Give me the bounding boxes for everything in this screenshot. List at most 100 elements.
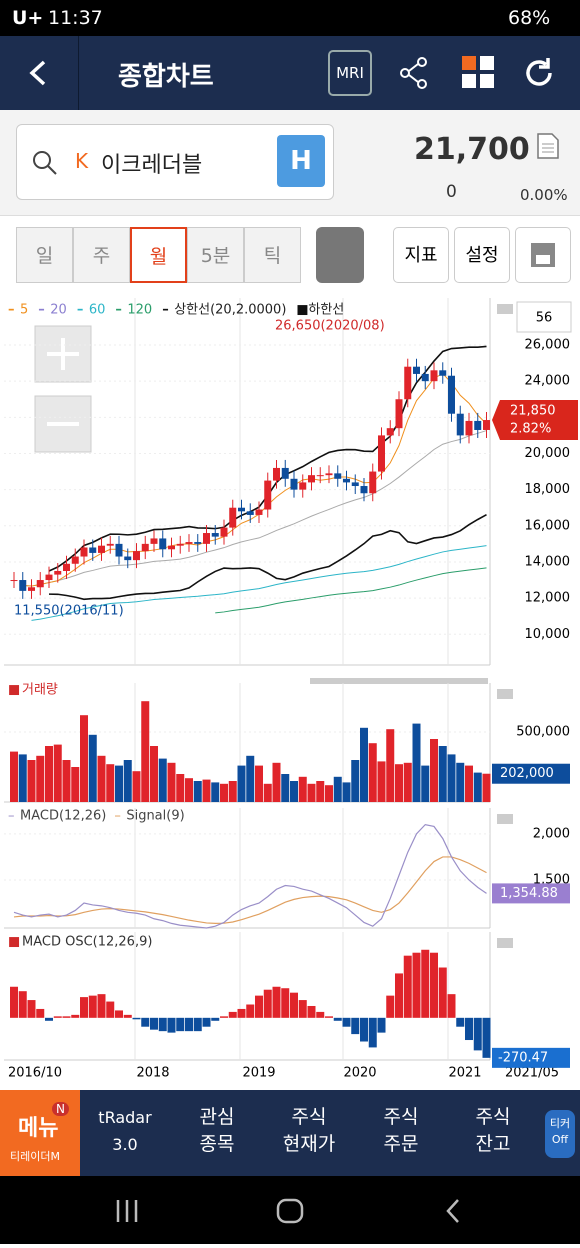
volume-bar <box>465 765 473 802</box>
count: 56 <box>536 311 553 326</box>
volume-bar <box>316 781 325 802</box>
nav-item[interactable]: 관심 종목 <box>199 1106 235 1155</box>
volume-bar <box>438 746 447 802</box>
mri-button[interactable]: MRI <box>328 50 372 96</box>
candle <box>448 375 455 414</box>
candle <box>45 574 53 581</box>
back-button[interactable] <box>24 58 54 88</box>
volume-bar <box>255 765 263 802</box>
badge[interactable]: H <box>277 135 325 187</box>
osc-bar <box>220 1016 228 1018</box>
volume-bar <box>80 715 88 802</box>
period-tab[interactable]: 월 <box>130 227 187 283</box>
volume-bar <box>290 781 298 802</box>
rate: 0.00% <box>520 186 568 204</box>
search-box[interactable]: K 이크레더블 H <box>16 124 334 200</box>
candle <box>168 545 175 550</box>
volume-bar <box>132 771 141 802</box>
osc-bar <box>290 992 298 1018</box>
candle <box>211 533 219 537</box>
candle <box>474 420 482 430</box>
x-label: 2019 <box>242 1066 275 1081</box>
osc-bar <box>158 1017 167 1032</box>
period-tab[interactable]: 틱 <box>244 227 301 283</box>
nav-item[interactable]: 주식 주문 <box>383 1106 419 1155</box>
legend-entry: 20 <box>50 303 67 318</box>
panel-title: – <box>114 809 121 824</box>
volume-bar <box>473 772 482 802</box>
volume-tag <box>492 763 570 784</box>
panel-title: ■ <box>8 683 20 698</box>
volume-bar <box>176 774 185 802</box>
candle <box>98 545 105 553</box>
candle <box>351 482 359 487</box>
tool-button[interactable]: 지표 <box>393 227 449 283</box>
ma-60 <box>31 545 487 621</box>
period-tab[interactable]: 5분 <box>187 227 244 283</box>
osc-bar <box>403 955 412 1018</box>
osc-bar <box>45 1017 53 1021</box>
candle <box>89 547 97 553</box>
chart: 56 2016/10 2018 2019 2020 2021 2021/05 10,000 1… <box>4 298 578 1081</box>
volume-bar <box>62 760 71 802</box>
volume-bar <box>263 783 272 802</box>
panel-title: 거래량 <box>22 683 58 698</box>
x-label: 2018 <box>136 1066 169 1081</box>
candle <box>28 587 35 591</box>
menu-label: 메뉴 <box>18 1116 59 1141</box>
legend-entry: 60 <box>89 303 106 318</box>
osc-bar <box>395 973 403 1018</box>
nav-item[interactable]: 주식 현재가 <box>282 1106 336 1155</box>
legend-swatch: ■ <box>296 303 308 318</box>
osc-bar <box>36 1008 45 1018</box>
nav-item[interactable]: tRadar 3.0 <box>98 1108 152 1154</box>
volume-bar <box>53 744 62 802</box>
menu-button[interactable]: 메뉴 N 티레이더M <box>0 1090 80 1176</box>
osc-bar <box>71 1014 80 1018</box>
nav-item[interactable]: 주식 잔고 <box>475 1106 511 1155</box>
y-tick-label: 26,000 <box>525 338 571 353</box>
volume-bar <box>368 743 377 802</box>
share-button[interactable] <box>398 56 430 90</box>
osc-bar <box>316 1011 325 1018</box>
legend-swatch: – <box>8 303 15 318</box>
volume-bar <box>360 727 368 802</box>
osc-bar <box>202 1017 211 1027</box>
price: 21,700 <box>414 132 530 167</box>
y-tick-label: 2,000 <box>533 826 570 841</box>
y-tick-label: 500,000 <box>516 725 570 740</box>
draw-button[interactable] <box>316 227 364 283</box>
volume-bar <box>395 764 403 802</box>
legend-swatch: – <box>162 303 169 318</box>
tool-button[interactable]: 설정 <box>454 227 510 283</box>
osc-bar <box>10 986 18 1018</box>
candle <box>63 563 70 571</box>
candle <box>220 527 228 537</box>
volume-bar <box>185 778 193 802</box>
volume-bar <box>202 779 211 802</box>
memo-icon[interactable] <box>536 132 560 160</box>
osc-bar <box>263 989 272 1018</box>
candle <box>281 467 289 479</box>
osc-bar <box>132 1017 141 1020</box>
brand: 티레이더M <box>10 1150 60 1163</box>
osc-bar <box>368 1017 377 1048</box>
save-button[interactable] <box>515 227 571 283</box>
scrollbar[interactable] <box>310 678 488 684</box>
menu-grid[interactable] <box>462 56 494 88</box>
osc-bar <box>298 1000 307 1018</box>
osc-bar <box>80 997 88 1018</box>
osc-bar <box>342 1017 351 1027</box>
ticker-toggle[interactable]: 티커 Off <box>545 1110 575 1158</box>
period-tab[interactable]: 일 <box>16 227 73 283</box>
candle <box>369 471 377 494</box>
osc-bar <box>115 1010 123 1018</box>
refresh-button[interactable] <box>522 56 556 90</box>
candle <box>71 556 79 564</box>
title: 종합차트 <box>118 62 214 92</box>
osc-bar <box>430 952 438 1018</box>
y-tick-label: 16,000 <box>525 518 571 533</box>
osc-bar <box>473 1017 482 1051</box>
period-tab[interactable]: 주 <box>73 227 130 283</box>
volume-bar <box>10 751 18 802</box>
